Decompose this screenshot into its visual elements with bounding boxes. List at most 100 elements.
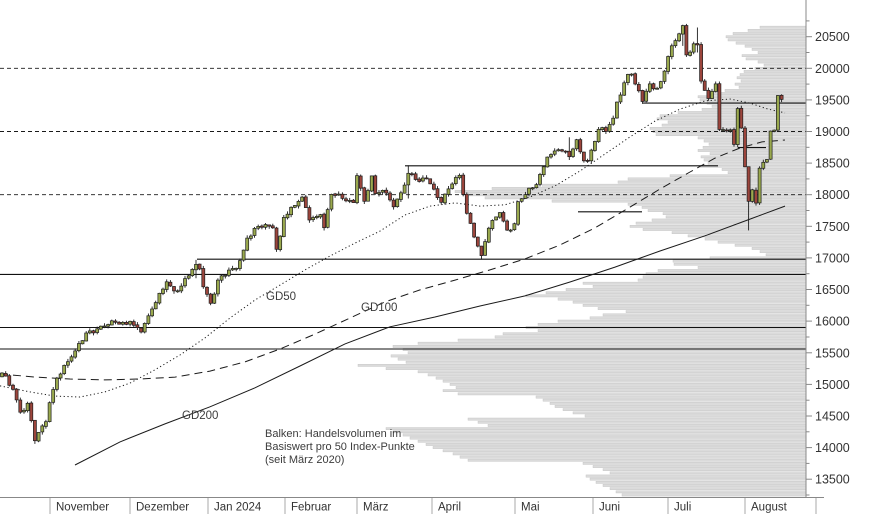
candle-body-down: [578, 139, 583, 153]
candle-body-up: [44, 421, 48, 427]
candle-body-up: [325, 209, 330, 228]
volume-profile-bar: [592, 285, 806, 288]
candle-body-up: [662, 70, 667, 82]
candle-body-down: [684, 25, 689, 56]
candle-body-down: [560, 149, 564, 152]
candle-body-down: [270, 225, 275, 229]
volume-profile-bar: [707, 92, 806, 95]
volume-profile-bar: [724, 89, 806, 92]
candle-body-down: [472, 222, 476, 238]
candle-body-down: [373, 175, 378, 194]
candle-body-up: [347, 200, 352, 202]
candle-body-down: [358, 175, 363, 189]
volume-profile-bar: [763, 63, 806, 67]
volume-profile-bar: [502, 332, 806, 336]
volume-profile-bar: [477, 420, 806, 424]
volume-profile-bar: [549, 402, 806, 405]
candle-body-up: [688, 51, 692, 56]
candle-body-down: [344, 198, 348, 202]
candle-body-up: [552, 150, 557, 155]
candle-body-down: [563, 150, 568, 153]
candle-body-up: [311, 217, 315, 220]
candle-body-up: [545, 156, 550, 168]
volume-profile-bar: [589, 316, 806, 320]
candle-body-up: [527, 187, 531, 195]
volume-profile-bar: [582, 304, 806, 307]
x-axis-month-label: November: [56, 502, 109, 514]
candle-body-down: [18, 399, 23, 413]
candle-body-down: [633, 73, 638, 85]
candle-body-down: [384, 189, 389, 194]
x-axis-month-label: Juli: [674, 502, 691, 514]
volume-profile-bar: [452, 452, 806, 456]
candle-body-up: [666, 56, 670, 72]
volume-profile-bar: [535, 395, 806, 399]
y-axis-label: 20000: [815, 62, 850, 76]
candle-body-down: [172, 286, 176, 292]
candle-body-down: [739, 107, 744, 129]
candle-body-up: [402, 184, 407, 194]
candle-body-down: [468, 212, 473, 224]
candle-body-down: [33, 419, 37, 442]
gd50-label: GD50: [266, 291, 296, 303]
candle-body-up: [128, 320, 132, 325]
candle-body-up: [66, 361, 70, 366]
volume-profile-bar: [397, 357, 806, 361]
candle-body-up: [186, 275, 191, 279]
candle-body-up: [150, 308, 154, 317]
candle-body-up: [194, 264, 198, 271]
candle-body-up: [55, 377, 59, 390]
x-axis-month-label: April: [438, 502, 461, 514]
y-axis-label: 19000: [815, 125, 850, 139]
volume-profile-bar: [661, 123, 806, 127]
volume-profile-bar: [425, 443, 806, 446]
candle-body-up: [399, 192, 403, 200]
volume-profile-bar: [655, 133, 806, 136]
candle-body-up: [508, 229, 513, 232]
candle-body-up: [281, 217, 286, 237]
volume-profile-bar: [432, 446, 806, 449]
candle-body-up: [73, 350, 78, 358]
x-axis-month-label: März: [363, 502, 389, 514]
candle-body-up: [77, 343, 81, 352]
candle-body-up: [219, 275, 224, 281]
volume-profile-bar: [743, 70, 806, 73]
candle-body-up: [395, 198, 400, 207]
volume-profile-bar: [557, 319, 806, 323]
candle-body-down: [391, 199, 396, 208]
volume-profile-bar: [635, 221, 806, 225]
volume-profile-bar: [582, 462, 806, 465]
volume-profile-bar: [565, 288, 806, 291]
candle-body-up: [593, 141, 597, 151]
candle-body-up: [263, 224, 268, 228]
volume-profile-bar: [734, 243, 806, 247]
volume-profile-bar: [703, 139, 806, 143]
candle-body-up: [241, 249, 246, 261]
candle-body-down: [651, 83, 656, 90]
volume-profile-bar: [402, 433, 806, 437]
volume-profile-bar: [602, 468, 806, 471]
x-axis: November Dezember Jan 2024 Februar März April…: [0, 497, 824, 514]
candle-body-down: [168, 281, 173, 287]
volume-profile-bar: [671, 231, 806, 234]
candle-body-up: [406, 172, 411, 186]
candle-body-up: [212, 293, 217, 304]
candle-body-up: [677, 33, 681, 42]
candle-body-up: [249, 235, 253, 239]
volume-profile-bar: [357, 364, 806, 367]
candle-body-down: [139, 327, 143, 333]
volume-profile-bar: [738, 85, 806, 89]
candle-body-down: [439, 197, 444, 203]
candle-body-up: [377, 192, 381, 195]
candle-body-down: [699, 44, 703, 82]
candle-body-down: [604, 127, 608, 132]
volume-profile-bar: [467, 417, 806, 421]
candle-body-down: [464, 193, 469, 214]
y-axis-label: 13500: [815, 473, 850, 487]
candle-body-down: [91, 330, 96, 334]
volume-profile-bar: [459, 455, 806, 459]
volume-profile-bar: [392, 430, 806, 434]
candle-body-up: [541, 166, 546, 176]
